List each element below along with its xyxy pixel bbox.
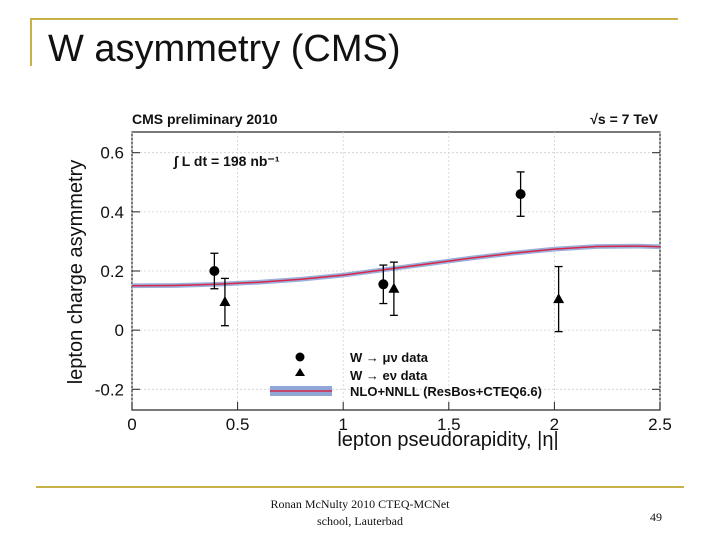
y-axis-label: lepton charge asymmetry [65, 160, 87, 385]
muon-data-point [515, 189, 526, 200]
data-points [209, 171, 565, 333]
x-tick-label: 2.5 [648, 415, 672, 434]
chart-header-right: √s = 7 TeV [590, 111, 658, 127]
footer-rule [36, 486, 684, 488]
x-tick-label: 1.5 [437, 415, 461, 434]
legend-label-electron: W → eν data [350, 368, 428, 383]
x-tick-label: 0.5 [226, 415, 250, 434]
footer-line-2: school, Lauterbad [317, 514, 403, 528]
theory-uncertainty-band [132, 243, 660, 289]
chart-header-left: CMS preliminary 2010 [132, 111, 278, 127]
electron-data-point [388, 282, 400, 293]
asymmetry-chart: 0 0.5 1 1.5 2 2.5-0.200.20.40.6 CMS prelimina… [65, 111, 672, 451]
footer-line-1: Ronan McNulty 2010 CTEQ-MCNet [270, 497, 450, 511]
x-tick-label: 0 [127, 415, 136, 434]
page-number: 49 [650, 510, 662, 524]
legend-marker-muon [295, 352, 305, 362]
y-tick-label: -0.2 [95, 380, 124, 399]
x-axis-label: lepton pseudorapidity, |η| [337, 429, 558, 451]
legend-label-muon: W → μν data [350, 350, 429, 365]
title-side-rule [30, 18, 32, 66]
y-tick-label: 0 [115, 321, 124, 340]
y-tick-label: 0.4 [100, 203, 124, 222]
legend-label-theory: NLO+NNLL (ResBos+CTEQ6.6) [350, 384, 542, 399]
muon-data-point [378, 279, 389, 290]
electron-data-point [219, 296, 231, 307]
chart-legend: W → μν data W → eν data NLO+NNLL (ResBos… [270, 350, 542, 399]
luminosity-label: ∫ L dt = 198 nb⁻¹ [173, 153, 280, 170]
muon-data-point [209, 266, 220, 276]
legend-marker-electron [295, 368, 305, 376]
theory-band [131, 243, 661, 289]
title-top-rule [30, 18, 678, 20]
y-tick-label: 0.6 [100, 144, 124, 163]
y-tick-label: 0.2 [100, 262, 124, 281]
x-tick-label: 2 [550, 415, 559, 434]
axis-ticks: 0 0.5 1 1.5 2 2.5-0.200.20.40.6 [95, 144, 672, 434]
electron-data-point [553, 293, 565, 304]
slide-title: W asymmetry (CMS) [48, 28, 401, 70]
slide-footer: Ronan McNulty 2010 CTEQ-MCNet school, La… [250, 496, 470, 530]
x-tick-label: 1 [338, 415, 347, 434]
chart-grid [131, 132, 661, 410]
theory-central-line [131, 245, 661, 287]
